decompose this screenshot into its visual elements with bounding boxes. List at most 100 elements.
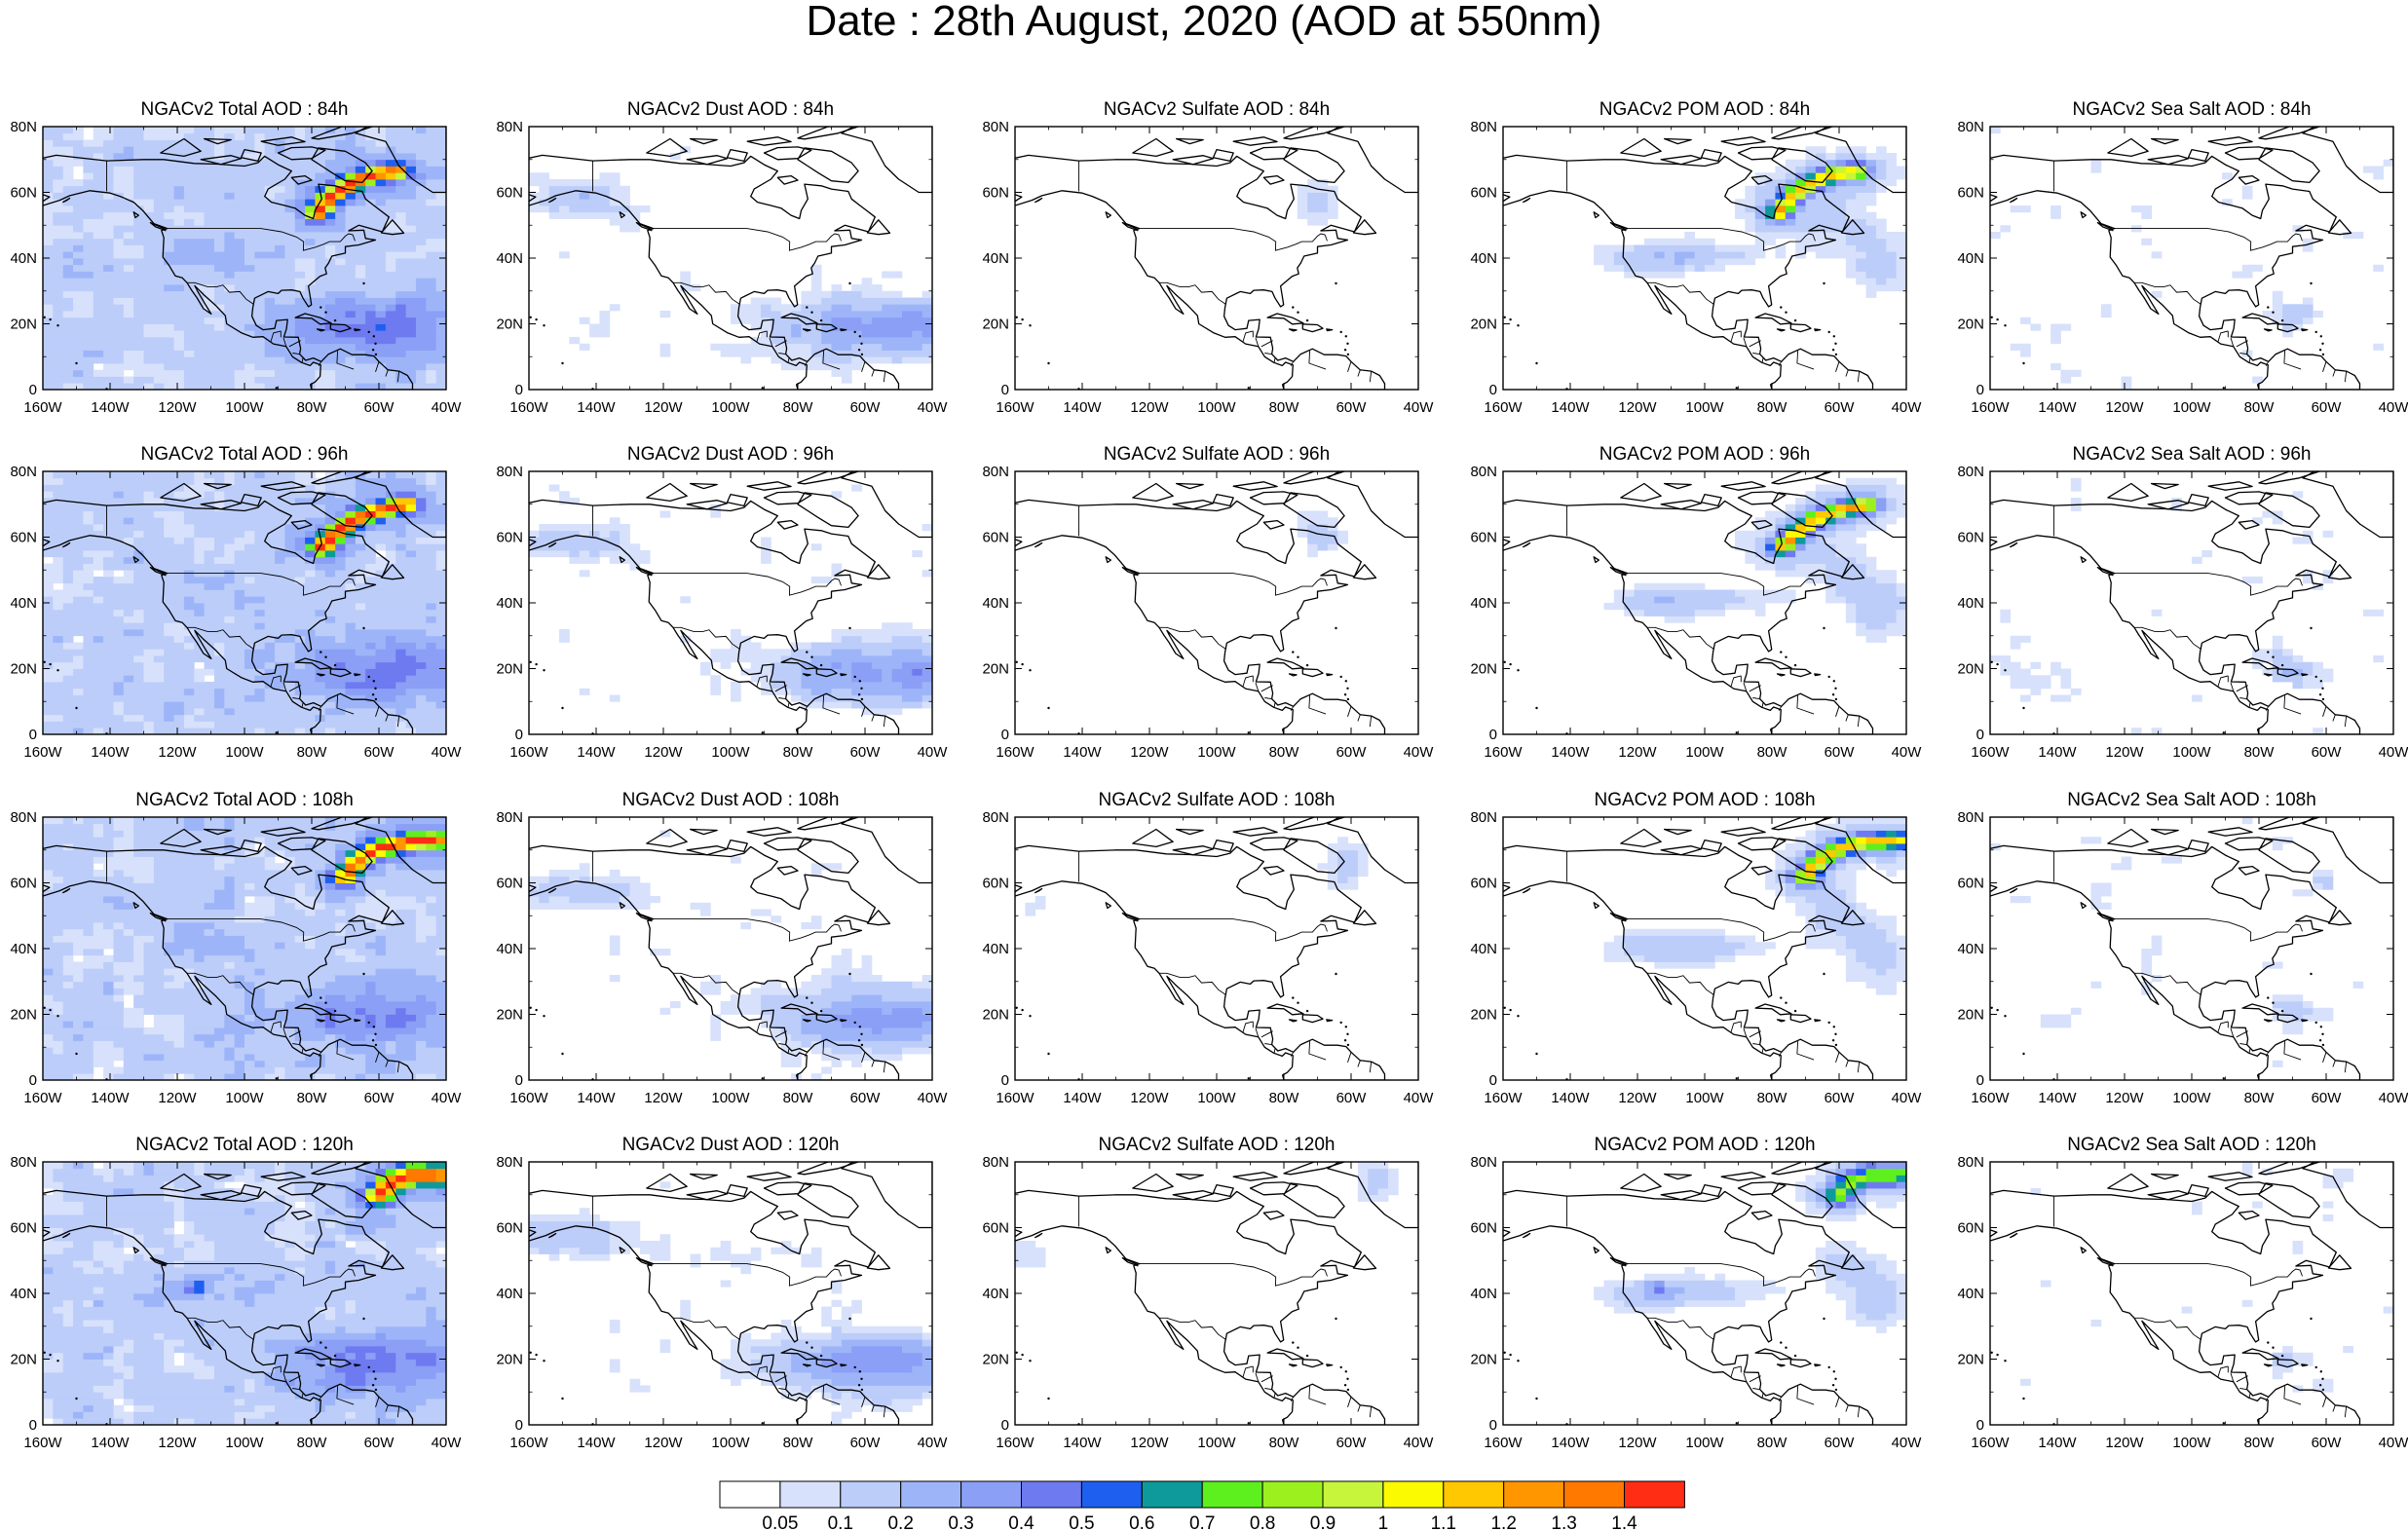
map-panel-dust-120h: NGACv2 Dust AOD : 120h 160W 140W 120W 100W 80… bbox=[496, 1135, 948, 1451]
lat-tick-label: 60N bbox=[1470, 185, 1497, 202]
panel-title: NGACv2 Sea Salt AOD : 120h bbox=[2067, 1135, 2316, 1155]
lon-tick-label: 160W bbox=[996, 744, 1035, 761]
lat-tick-label: 20N bbox=[1470, 1007, 1497, 1024]
aod-field bbox=[1990, 477, 2385, 734]
coastlines bbox=[529, 1162, 932, 1425]
map-panel-total-120h: NGACv2 Total AOD : 120h 160W 140W 120W 100W 8… bbox=[10, 1135, 462, 1451]
lat-tick-label: 60N bbox=[10, 1220, 37, 1237]
lon-tick-label: 160W bbox=[23, 399, 62, 416]
lat-tick-label: 40N bbox=[10, 250, 37, 267]
lon-tick-label: 160W bbox=[23, 1435, 62, 1451]
lat-tick-label: 80N bbox=[496, 1154, 523, 1171]
lon-tick-label: 100W bbox=[225, 399, 264, 416]
lat-tick-label: 0 bbox=[1976, 382, 1984, 398]
panel-title: NGACv2 Sea Salt AOD : 108h bbox=[2067, 790, 2316, 810]
lat-tick-label: 80N bbox=[982, 809, 1009, 826]
lon-tick-label: 160W bbox=[996, 1435, 1035, 1451]
map-panel-pom-120h: NGACv2 POM AOD : 120h 160W 140W 120W 100W 80W… bbox=[1470, 1135, 1922, 1451]
lon-tick-label: 160W bbox=[509, 744, 548, 761]
lat-tick-label: 80N bbox=[1470, 1154, 1497, 1171]
lon-tick-label: 140W bbox=[1551, 399, 1590, 416]
coastlines bbox=[1990, 127, 2393, 390]
map-panel-sulfate-96h: NGACv2 Sulfate AOD : 96h 160W 140W 120W 100W… bbox=[982, 444, 1434, 761]
coastlines bbox=[43, 1162, 446, 1425]
lon-tick-label: 80W bbox=[297, 1435, 328, 1451]
coastlines bbox=[1015, 127, 1418, 390]
lat-tick-label: 80N bbox=[1470, 119, 1497, 135]
lon-tick-label: 100W bbox=[2172, 399, 2211, 416]
lat-tick-label: 80N bbox=[982, 464, 1009, 480]
lat-tick-label: 20N bbox=[982, 1007, 1009, 1024]
lat-tick-label: 0 bbox=[515, 1072, 523, 1089]
lon-tick-label: 100W bbox=[2172, 1090, 2211, 1106]
aod-field bbox=[1015, 1162, 1399, 1268]
lon-tick-label: 160W bbox=[509, 399, 548, 416]
lat-tick-label: 40N bbox=[10, 941, 37, 957]
lat-tick-label: 60N bbox=[1470, 530, 1497, 546]
lon-tick-label: 80W bbox=[1757, 399, 1788, 416]
panel-title: NGACv2 POM AOD : 108h bbox=[1594, 790, 1815, 810]
colorbar-box bbox=[1261, 1480, 1324, 1509]
lat-tick-label: 40N bbox=[496, 250, 523, 267]
lon-tick-label: 80W bbox=[1269, 744, 1300, 761]
lon-tick-label: 40W bbox=[918, 1435, 949, 1451]
panel-title: NGACv2 POM AOD : 96h bbox=[1599, 444, 1810, 465]
coastlines bbox=[43, 817, 446, 1080]
lon-tick-label: 80W bbox=[1757, 1090, 1788, 1106]
coastlines bbox=[43, 471, 446, 734]
colorbar-box bbox=[1382, 1480, 1445, 1509]
figure-title: Date : 28th August, 2020 (AOD at 550nm) bbox=[806, 0, 1602, 45]
lat-tick-label: 60N bbox=[1957, 1220, 1984, 1237]
lon-tick-label: 120W bbox=[644, 1435, 683, 1451]
lat-tick-label: 20N bbox=[982, 1352, 1009, 1368]
lat-tick-label: 60N bbox=[982, 185, 1009, 202]
lon-tick-label: 100W bbox=[1685, 399, 1724, 416]
lon-tick-label: 100W bbox=[711, 744, 750, 761]
lat-tick-label: 40N bbox=[982, 941, 1009, 957]
lat-tick-label: 20N bbox=[1470, 1352, 1497, 1368]
panel-title: NGACv2 Dust AOD : 108h bbox=[622, 790, 840, 810]
lat-tick-label: 40N bbox=[982, 250, 1009, 267]
lat-tick-label: 0 bbox=[29, 382, 37, 398]
lat-tick-label: 0 bbox=[1001, 1072, 1009, 1089]
lon-tick-label: 60W bbox=[1336, 1090, 1368, 1106]
lon-tick-label: 40W bbox=[918, 1090, 949, 1106]
lon-tick-label: 80W bbox=[297, 1090, 328, 1106]
lon-tick-label: 100W bbox=[2172, 1435, 2211, 1451]
lon-tick-label: 160W bbox=[1484, 399, 1523, 416]
lon-tick-label: 40W bbox=[1892, 1435, 1923, 1451]
lon-tick-label: 160W bbox=[1971, 1090, 2010, 1106]
coastlines bbox=[1015, 817, 1418, 1080]
lon-tick-label: 60W bbox=[2312, 399, 2343, 416]
lat-tick-label: 20N bbox=[1957, 661, 1984, 678]
lat-tick-label: 60N bbox=[1957, 876, 1984, 892]
lat-tick-label: 0 bbox=[1489, 727, 1497, 743]
lat-tick-label: 0 bbox=[1001, 727, 1009, 743]
lon-tick-label: 80W bbox=[2244, 744, 2276, 761]
lon-tick-label: 40W bbox=[918, 744, 949, 761]
lon-tick-label: 40W bbox=[2379, 744, 2408, 761]
map-panel-seasalt-120h: NGACv2 Sea Salt AOD : 120h 160W 140W 120W 10… bbox=[1957, 1135, 2408, 1451]
lat-tick-label: 80N bbox=[10, 464, 37, 480]
colorbar-label: 0.8 bbox=[1250, 1513, 1275, 1531]
lat-tick-label: 20N bbox=[1470, 661, 1497, 678]
lon-tick-label: 120W bbox=[2105, 1090, 2144, 1106]
lat-tick-label: 20N bbox=[10, 317, 37, 333]
lon-tick-label: 120W bbox=[2105, 744, 2144, 761]
lon-tick-label: 60W bbox=[850, 1435, 882, 1451]
lon-tick-label: 120W bbox=[1618, 744, 1657, 761]
colorbar-box bbox=[1141, 1480, 1203, 1509]
lat-tick-label: 0 bbox=[29, 1072, 37, 1089]
lat-tick-label: 20N bbox=[982, 661, 1009, 678]
panel-title: NGACv2 Sea Salt AOD : 96h bbox=[2072, 444, 2311, 465]
colorbar-label: 0.2 bbox=[887, 1513, 913, 1531]
lon-tick-label: 100W bbox=[711, 1090, 750, 1106]
lon-tick-label: 100W bbox=[1685, 1435, 1724, 1451]
colorbar-label: 0.05 bbox=[762, 1513, 798, 1531]
colorbar-box bbox=[1021, 1480, 1082, 1509]
lat-tick-label: 80N bbox=[982, 119, 1009, 135]
lat-tick-label: 40N bbox=[1470, 250, 1497, 267]
panel-title: NGACv2 Total AOD : 96h bbox=[141, 444, 349, 465]
lon-tick-label: 160W bbox=[23, 744, 62, 761]
lon-tick-label: 80W bbox=[783, 399, 814, 416]
